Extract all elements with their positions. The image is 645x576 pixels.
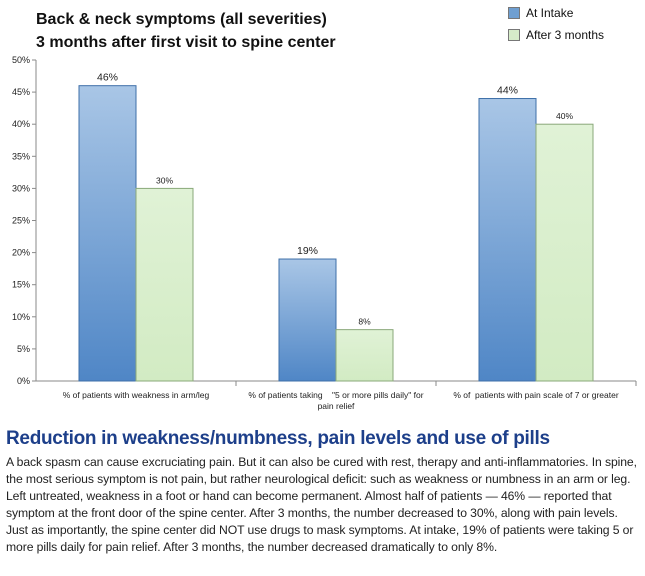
x-category-label: % of patients with pain scale of 7 or gr…: [453, 390, 619, 400]
article-body: A back spasm can cause excruciating pain…: [6, 455, 637, 554]
legend-label-after-3-months: After 3 months: [526, 28, 605, 42]
legend-item-after-3-months: After 3 months: [508, 27, 636, 43]
bar-at-intake: [78, 85, 137, 382]
chart-title: Back & neck symptoms (all severities) 3 …: [36, 8, 336, 54]
x-category-label: % of patients taking "5 or more pills da…: [248, 390, 423, 400]
chart-legend: At Intake After 3 months: [508, 5, 636, 49]
data-label: 40%: [556, 111, 573, 121]
bar-chart-svg: 0% 5% 10% 15% 20% 25% 30% 35% 40% 45% 50% 46% 30% % o…: [12, 55, 637, 411]
article: Reduction in weakness/numbness, pain lev…: [6, 428, 640, 556]
legend-swatch-after-3-months: [508, 29, 520, 41]
x-category-label: pain relief: [318, 401, 355, 411]
data-label: 8%: [358, 317, 371, 327]
bar-after-3-months: [335, 329, 394, 382]
chart-title-line-2: 3 months after first visit to spine cent…: [36, 34, 336, 51]
data-label: 46%: [97, 72, 118, 84]
y-tick-label: 20%: [12, 248, 30, 258]
chart: 0% 5% 10% 15% 20% 25% 30% 35% 40% 45% 50% 46% 30% % o…: [12, 5, 637, 411]
data-label: 19%: [297, 245, 318, 257]
y-tick-label: 30%: [12, 183, 30, 193]
y-tick-label: 10%: [12, 312, 30, 322]
data-label: 44%: [497, 85, 518, 97]
legend-item-at-intake: At Intake: [508, 5, 636, 21]
y-tick-label: 25%: [12, 216, 30, 226]
bar-after-3-months: [535, 123, 594, 382]
chart-title-line-1: Back & neck symptoms (all severities): [36, 11, 327, 28]
data-label: 30%: [156, 175, 173, 185]
y-tick-label: 45%: [12, 87, 30, 97]
y-tick-label: 5%: [17, 344, 30, 354]
y-tick-label: 15%: [12, 280, 30, 290]
bar-after-3-months: [135, 187, 194, 382]
legend-label-at-intake: At Intake: [526, 6, 574, 20]
y-tick-label: 40%: [12, 119, 30, 129]
x-category-label: % of patients with weakness in arm/leg: [63, 390, 210, 400]
y-tick-label: 0%: [17, 376, 30, 386]
y-tick-label: 35%: [12, 151, 30, 161]
bar-at-intake: [278, 258, 337, 382]
legend-swatch-at-intake: [508, 7, 520, 19]
bar-at-intake: [478, 98, 537, 382]
article-heading: Reduction in weakness/numbness, pain lev…: [6, 428, 550, 449]
y-tick-label: 50%: [12, 55, 30, 65]
